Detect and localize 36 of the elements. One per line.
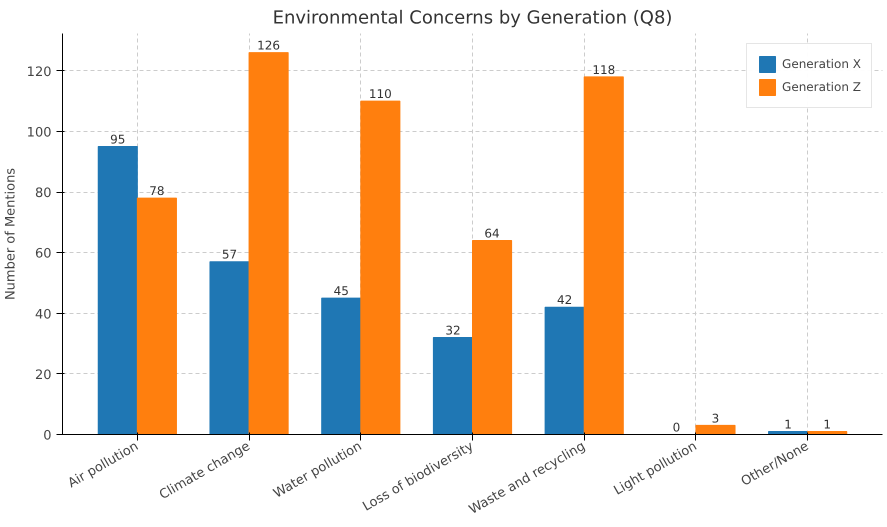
y-tick-label: 20 [34,368,52,383]
y-tick-label: 80 [34,186,52,202]
bar [321,298,362,434]
data-label: 64 [484,226,500,241]
data-label: 78 [149,184,165,198]
bar [472,240,512,434]
data-label: 1 [823,417,832,432]
chart-title: Environmental Concerns by Generation (Q8) [272,8,672,28]
data-label: 1 [784,417,792,432]
bar [432,337,473,434]
bar [209,261,250,434]
data-label: 32 [445,324,461,338]
bar [544,306,585,434]
y-tick-label: 0 [43,428,52,444]
bar [584,76,624,434]
data-label: 118 [592,62,616,77]
y-tick-label: 100 [26,125,52,140]
bar [248,52,289,434]
y-tick-label: 40 [34,307,52,322]
data-label: 42 [557,293,572,308]
data-label: 57 [222,248,238,262]
y-tick-label: 120 [26,64,52,80]
bar [360,100,400,434]
y-tick-label: 60 [34,246,52,262]
data-label: 95 [110,132,126,147]
data-label: 45 [334,284,349,298]
y-axis-title: Number of Mentions [4,168,19,300]
data-label: 126 [257,38,280,53]
data-label: 3 [712,411,720,426]
bar [136,198,177,434]
legend-label: Generation X [782,57,861,71]
data-label: 110 [368,87,392,102]
legend-label: Generation Z [782,80,861,94]
bar [98,146,138,434]
data-label: 0 [672,420,680,434]
bar [695,424,736,434]
